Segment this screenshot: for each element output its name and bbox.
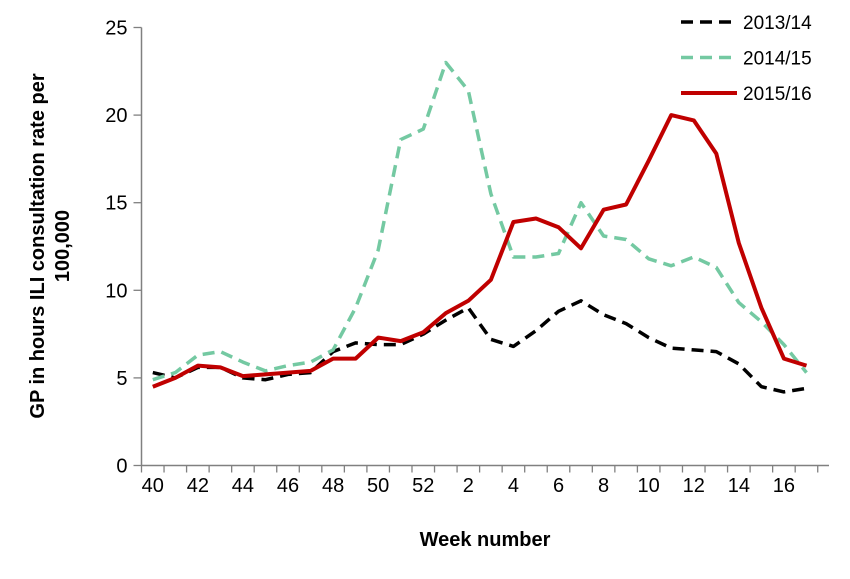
x-tick-label: 44 bbox=[232, 475, 254, 497]
x-tick-label: 10 bbox=[638, 475, 660, 497]
series-line-2013-14 bbox=[152, 299, 807, 394]
x-tick-label: 52 bbox=[412, 475, 434, 497]
y-tick-labels: 0 5 10 15 20 25 bbox=[105, 18, 127, 478]
legend-item: 2015/16 bbox=[681, 84, 812, 105]
legend: 2013/14 2014/15 2015/16 bbox=[681, 13, 812, 105]
y-tick-label: 5 bbox=[116, 368, 127, 390]
y-tick-label: 10 bbox=[105, 280, 127, 302]
x-tick-label: 2 bbox=[463, 475, 474, 497]
x-tick-label: 40 bbox=[142, 475, 164, 497]
y-tick-label: 0 bbox=[116, 456, 127, 478]
x-tick-label: 14 bbox=[728, 475, 750, 497]
legend-label: 2015/16 bbox=[743, 84, 812, 105]
y-axis-title-line2: 100,000 bbox=[52, 210, 74, 282]
x-tick-label: 8 bbox=[598, 475, 609, 497]
legend-label: 2013/14 bbox=[743, 13, 812, 34]
legend-item: 2014/15 bbox=[681, 49, 812, 70]
x-tick-label: 4 bbox=[508, 475, 519, 497]
x-tick-label: 42 bbox=[187, 475, 209, 497]
y-tick-label: 20 bbox=[105, 105, 127, 127]
x-tick-label: 48 bbox=[322, 475, 344, 497]
x-tick-labels: 40 42 44 46 48 50 52 2 4 6 8 10 12 14 16 bbox=[142, 475, 795, 497]
y-axis-title-line1: GP in hours ILI consultation rate per bbox=[27, 73, 49, 418]
series-line-2014-15 bbox=[152, 60, 808, 382]
series-line-2015-16 bbox=[152, 113, 808, 389]
x-tick-label: 16 bbox=[773, 475, 795, 497]
series-lines bbox=[152, 60, 808, 394]
y-tick-label: 15 bbox=[105, 193, 127, 215]
y-tick-label: 25 bbox=[105, 18, 127, 40]
legend-label: 2014/15 bbox=[743, 49, 812, 70]
legend-item: 2013/14 bbox=[681, 13, 812, 34]
x-tick-label: 50 bbox=[367, 475, 389, 497]
axes bbox=[133, 26, 829, 473]
x-tick-label: 46 bbox=[277, 475, 299, 497]
x-tick-label: 6 bbox=[553, 475, 564, 497]
x-tick-label: 12 bbox=[683, 475, 705, 497]
x-axis-title: Week number bbox=[420, 529, 551, 551]
